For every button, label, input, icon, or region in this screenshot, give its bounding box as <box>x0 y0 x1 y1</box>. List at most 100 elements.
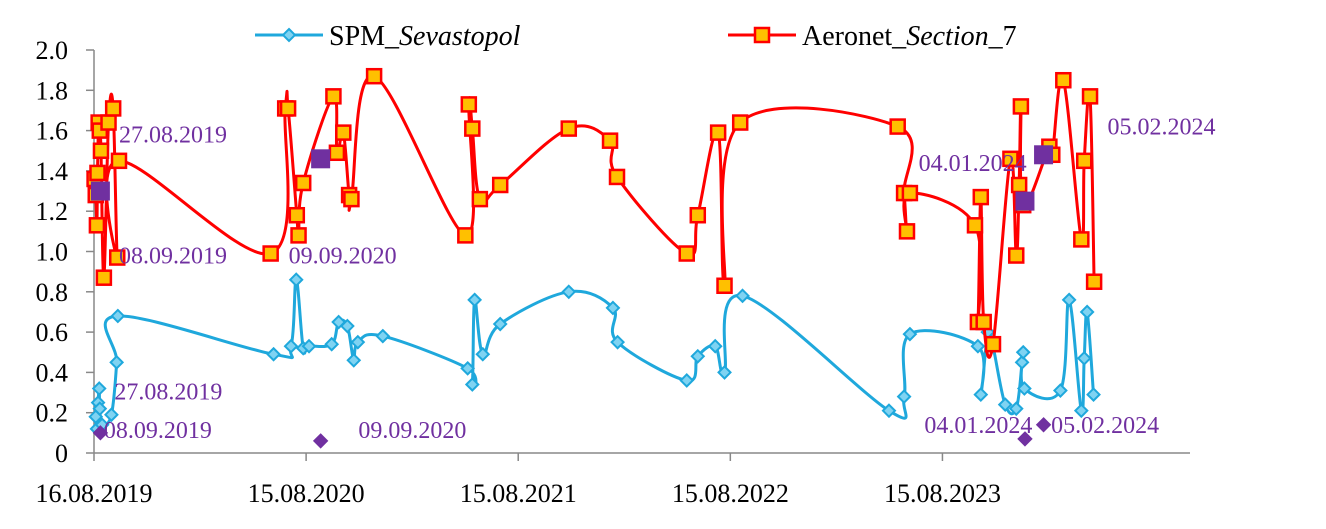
data-point <box>294 174 312 192</box>
data-point <box>325 88 342 105</box>
data-point <box>262 245 279 262</box>
data-point <box>324 336 340 352</box>
data-point <box>1010 176 1028 194</box>
annotation-label: 27.08.2019 <box>114 380 222 406</box>
data-point <box>901 184 919 202</box>
data-point <box>896 389 912 404</box>
data-point <box>902 326 918 342</box>
data-point <box>1075 152 1093 170</box>
data-point <box>109 354 125 370</box>
y-tick-label: 1.8 <box>36 76 69 105</box>
data-point <box>1079 304 1095 320</box>
data-point <box>1085 273 1103 290</box>
data-point <box>975 313 992 331</box>
data-point <box>108 249 126 266</box>
data-point <box>601 132 619 149</box>
data-point <box>678 245 695 262</box>
data-point <box>1007 247 1025 264</box>
data-point <box>973 387 989 402</box>
data-point <box>610 334 626 350</box>
data-point <box>1016 381 1032 396</box>
data-point <box>328 144 346 162</box>
annotation-label: 08.09.2019 <box>119 244 227 270</box>
axes: 0 0.2 0.4 0.6 0.8 1.0 1.2 1.4 1.6 1.8 2.0 16.08.201… <box>36 36 1190 508</box>
data-point <box>1014 354 1030 370</box>
data-point <box>457 227 474 244</box>
data-point <box>731 114 749 131</box>
data-point <box>266 346 281 362</box>
data-point <box>375 328 391 344</box>
data-point <box>301 338 317 354</box>
data-point <box>343 190 360 208</box>
data-point <box>460 96 478 113</box>
y-tick-label: 0.6 <box>36 318 69 347</box>
y-tick-label: 2.0 <box>36 36 69 65</box>
x-tick-label: 15.08.2022 <box>672 479 789 508</box>
data-point <box>464 120 481 137</box>
data-point <box>1012 98 1030 115</box>
legend-entry: SPM_Sevastopol <box>255 21 521 52</box>
series-3 <box>90 145 1054 211</box>
data-point <box>898 223 916 240</box>
data-point <box>467 292 483 308</box>
data-point <box>1086 387 1101 402</box>
data-point <box>88 217 106 234</box>
data-point <box>997 397 1013 413</box>
data-point <box>92 425 109 441</box>
data-point <box>89 164 106 182</box>
y-tick-label: 1.0 <box>36 238 69 267</box>
data-point <box>365 67 383 85</box>
data-point <box>491 176 509 194</box>
x-tick-label: 15.08.2023 <box>884 479 1001 508</box>
x-tick-label: 16.08.2019 <box>36 479 153 508</box>
data-point <box>346 352 362 368</box>
annotation-label: 09.09.2020 <box>289 244 397 270</box>
data-point <box>104 100 122 117</box>
data-point <box>110 152 128 170</box>
annotation-label: 04.01.2024 <box>919 151 1027 177</box>
data-point <box>1052 383 1068 398</box>
data-point <box>1015 344 1031 360</box>
data-point <box>312 433 329 449</box>
data-point <box>735 288 750 304</box>
annotation-label: 27.08.2019 <box>119 123 227 149</box>
data-point <box>279 100 297 117</box>
annotation-label: 04.01.2024 <box>924 413 1032 439</box>
data-point <box>881 403 897 419</box>
data-point <box>984 335 1002 353</box>
series-0 <box>88 272 1101 437</box>
data-point <box>716 277 733 295</box>
data-point <box>288 206 306 224</box>
data-point <box>90 181 110 201</box>
series-line <box>94 278 1095 431</box>
data-point <box>608 168 626 186</box>
legend: SPM_Sevastopol Aeronet_Section_7 <box>255 21 1017 52</box>
annotation-label: 05.02.2024 <box>1051 413 1159 439</box>
data-point <box>679 373 695 388</box>
annotation-label: 08.09.2019 <box>104 418 212 444</box>
data-point <box>95 269 113 286</box>
x-tick-label: 15.08.2021 <box>460 479 577 508</box>
legend-marker <box>281 27 297 43</box>
data-point <box>1002 150 1019 168</box>
data-point <box>605 300 621 316</box>
y-tick-label: 0.2 <box>36 399 69 428</box>
data-point <box>91 381 107 396</box>
data-point <box>1035 417 1052 433</box>
legend-label: SPM_Sevastopol <box>329 21 521 52</box>
data-point <box>283 338 299 354</box>
data-point <box>889 118 906 135</box>
data-point <box>110 308 126 324</box>
series-line <box>93 74 1096 359</box>
data-point <box>709 124 727 141</box>
data-point <box>970 338 986 354</box>
y-tick-label: 0.4 <box>36 358 69 387</box>
data-point <box>92 401 108 417</box>
data-point <box>966 217 984 234</box>
data-point <box>1015 191 1035 211</box>
data-point <box>1017 431 1033 447</box>
data-point <box>492 316 508 332</box>
data-point <box>689 206 707 224</box>
data-point <box>350 334 366 350</box>
